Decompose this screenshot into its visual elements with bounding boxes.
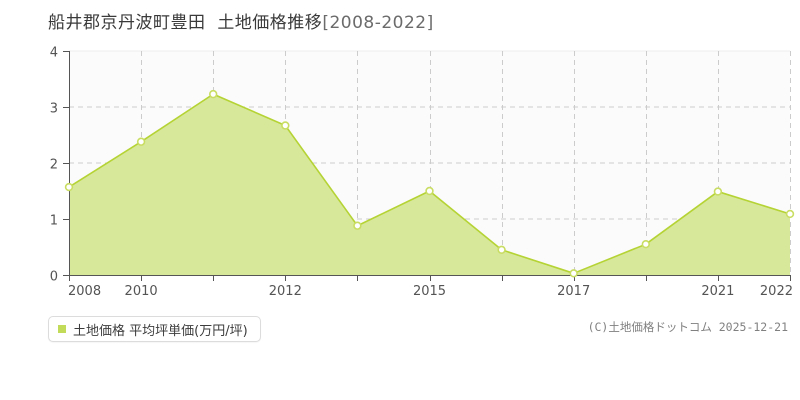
axis-lines [63, 50, 792, 281]
x-axis-tick-label: 2008 [68, 284, 101, 299]
data-point-markers [64, 89, 795, 278]
page-title: 船井郡京丹波町豊田 土地価格推移[2008-2022] [48, 8, 434, 33]
title-metric: 土地価格推移 [217, 13, 323, 33]
data-point-marker [785, 209, 795, 219]
data-point-marker [209, 89, 218, 99]
data-point-marker [569, 269, 578, 278]
x-axis-tick-label: 2012 [269, 284, 302, 299]
y-axis-tick-label: 3 [50, 102, 58, 117]
data-point-marker [497, 245, 506, 255]
title-range: [2008-2022] [322, 13, 434, 33]
title-place: 船井郡京丹波町豊田 [48, 13, 206, 33]
y-axis-tick-label: 1 [50, 214, 58, 229]
x-axis-tick-label: 2015 [413, 284, 446, 299]
legend-swatch-icon [58, 325, 66, 333]
legend-label: 土地価格 平均坪単価(万円/坪) [73, 323, 248, 339]
x-axis-tick-label: 2022 [760, 284, 793, 299]
data-point-marker [353, 221, 362, 230]
x-axis-tick-label: 2021 [701, 284, 734, 299]
data-point-marker [136, 137, 146, 146]
y-axis-tick-label: 2 [50, 158, 58, 173]
y-axis-tick-label: 0 [50, 270, 58, 285]
data-point-marker [713, 187, 723, 196]
y-axis-tick-label: 4 [50, 46, 58, 61]
copyright-credit: (C)土地価格ドットコム 2025-12-21 [587, 320, 788, 334]
x-axis-tick-labels: 2008 2010 2012 2015 2017 2021 2022 [68, 284, 793, 299]
data-point-marker [64, 182, 74, 192]
chart-legend: 土地価格 平均坪単価(万円/坪) [48, 316, 261, 342]
x-axis-tick-label: 2010 [125, 284, 158, 299]
data-point-marker [281, 121, 290, 130]
y-axis-tick-labels: 0 1 2 3 4 [50, 46, 58, 285]
data-point-marker [425, 186, 434, 196]
series-area-fill [69, 94, 790, 276]
data-point-marker [641, 240, 650, 249]
x-axis-tick-label: 2017 [557, 284, 590, 299]
